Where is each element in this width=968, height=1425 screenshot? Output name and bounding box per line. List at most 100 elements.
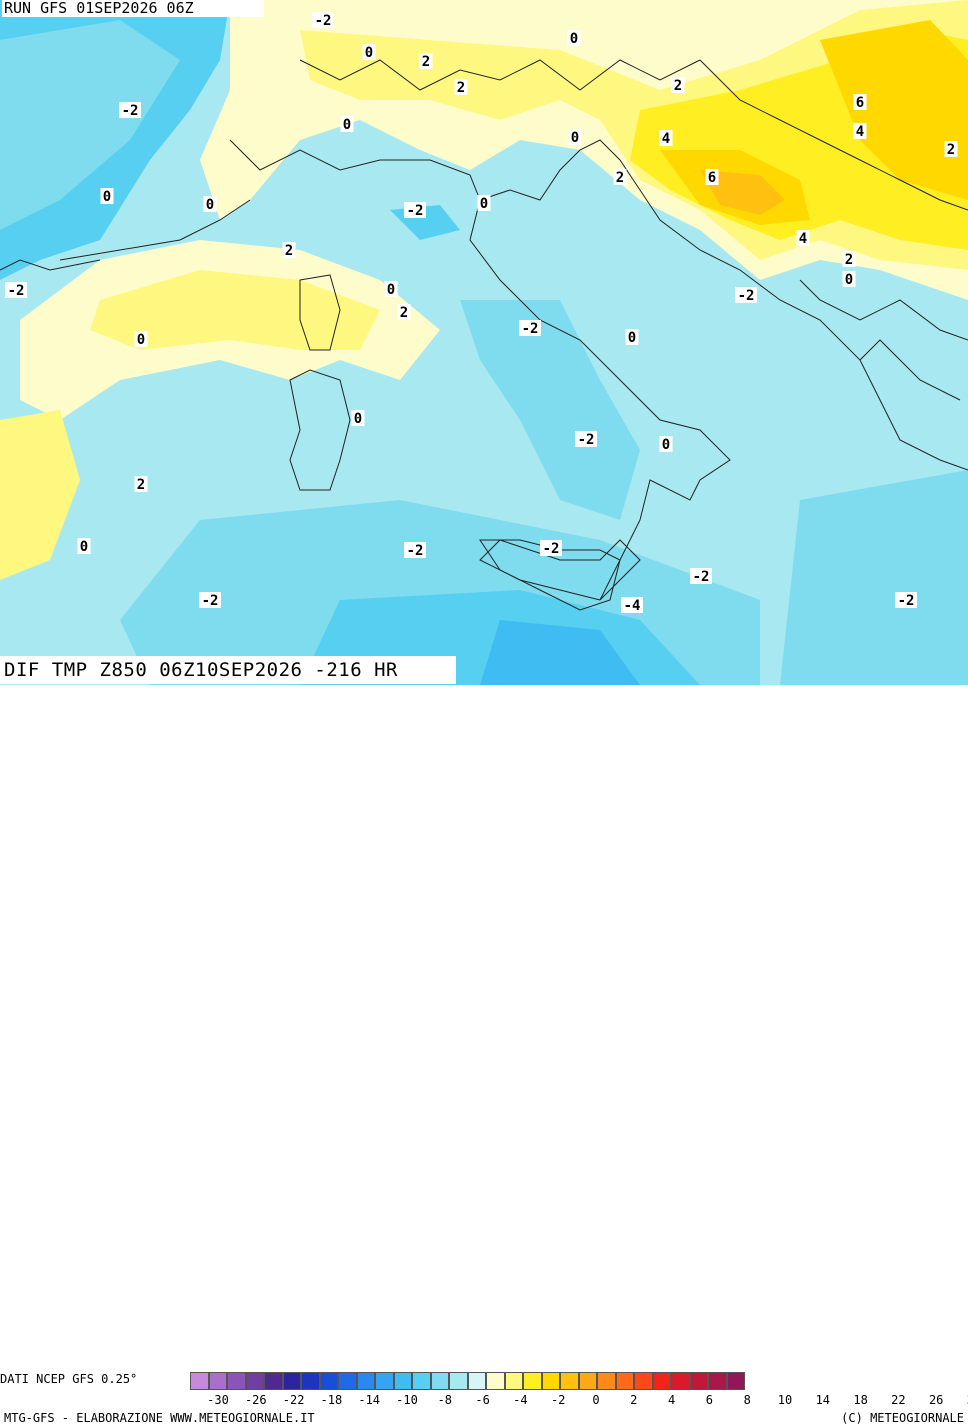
contour-label: 4 [796, 230, 810, 247]
hungary-warm-peak [700, 170, 785, 215]
colorbar-swatch [708, 1372, 727, 1390]
svg-text:0: 0 [103, 189, 111, 205]
colorbar-swatch [560, 1372, 579, 1390]
contour-label: 0 [351, 410, 365, 427]
contour-label: 0 [362, 44, 376, 61]
colorbar-swatch [486, 1372, 505, 1390]
contour-label: 0 [134, 331, 148, 348]
data-source-label: DATI NCEP GFS 0.25° [0, 1372, 138, 1386]
svg-text:-2: -2 [693, 569, 710, 585]
contour-label: -2 [690, 568, 712, 585]
colorbar-swatch [301, 1372, 320, 1390]
svg-text:2: 2 [422, 54, 430, 70]
colorbar-swatch [726, 1372, 745, 1390]
colorbar-swatch [615, 1372, 634, 1390]
colorbar-tick-label: -4 [513, 1393, 528, 1407]
svg-text:0: 0 [628, 330, 636, 346]
contour-label: -2 [519, 320, 541, 337]
svg-text:4: 4 [799, 231, 807, 247]
contour-label: 0 [659, 436, 673, 453]
contour-label: 0 [203, 196, 217, 213]
svg-text:6: 6 [856, 95, 864, 111]
svg-text:0: 0 [387, 282, 395, 298]
svg-text:0: 0 [137, 332, 145, 348]
svg-text:0: 0 [571, 130, 579, 146]
colorbar-swatch [689, 1372, 708, 1390]
contour-label: 4 [659, 130, 673, 147]
svg-text:6: 6 [708, 170, 716, 186]
northeast-warm-core [820, 20, 968, 200]
colorbar-tick-label: -14 [358, 1393, 381, 1407]
colorbar-tick-label: 22 [891, 1393, 906, 1407]
colorbar-tick-label: -18 [320, 1393, 343, 1407]
svg-text:-2: -2 [543, 541, 560, 557]
south-cool-peak [480, 620, 640, 685]
svg-text:-2: -2 [522, 321, 539, 337]
contour-label: 2 [944, 141, 958, 158]
colorbar-swatch [671, 1372, 690, 1390]
colorbar-tick-label: 0 [592, 1393, 600, 1407]
contour-label: -2 [199, 592, 221, 609]
colorbar-tick-label: -6 [475, 1393, 490, 1407]
colorbar-swatch [282, 1372, 301, 1390]
contour-label: -2 [575, 431, 597, 448]
svg-text:0: 0 [662, 437, 670, 453]
contour-label: -2 [404, 542, 426, 559]
legend-area: DATI NCEP GFS 0.25° -30 -26 -22 -18 -14 -10 -8… [0, 685, 968, 1425]
contour-label: 0 [477, 195, 491, 212]
contour-label: 0 [568, 129, 582, 146]
contour-label: -2 [895, 592, 917, 609]
svg-text:0: 0 [570, 31, 578, 47]
contour-label: 6 [705, 169, 719, 186]
contour-label: 2 [454, 79, 468, 96]
colorbar-swatch [208, 1372, 227, 1390]
colorbar-swatch [375, 1372, 394, 1390]
contour-label: -2 [5, 282, 27, 299]
colorbar-swatch [356, 1372, 375, 1390]
colorbar-swatch [319, 1372, 338, 1390]
svg-text:-2: -2 [898, 593, 915, 609]
colorbar-tick-label: -2 [550, 1393, 566, 1407]
contour-label: 4 [853, 123, 867, 140]
svg-text:0: 0 [354, 411, 362, 427]
contour-label: 2 [842, 251, 856, 268]
contour-label: 2 [282, 242, 296, 259]
colorbar-tick-label: 10 [777, 1393, 793, 1407]
contour-label: -2 [404, 202, 426, 219]
contour-label: 2 [671, 77, 685, 94]
footer-credit: MTG-GFS - ELABORAZIONE WWW.METEOGIORNALE… [4, 1411, 315, 1425]
colorbar-tick-label: 18 [853, 1393, 868, 1407]
contour-label: 6 [853, 94, 867, 111]
contour-label: 2 [134, 476, 148, 493]
svg-text:-2: -2 [315, 13, 332, 29]
svg-text:2: 2 [400, 305, 408, 321]
colorbar-swatch [467, 1372, 486, 1390]
colorbar-tick-label: -10 [396, 1393, 418, 1407]
colorbar-swatch [541, 1372, 560, 1390]
colorbar-swatch [245, 1372, 264, 1390]
footer-copyright: (C) METEOGIORNALE [841, 1411, 964, 1425]
contour-label: -2 [735, 287, 757, 304]
colorbar-tick-label: 4 [667, 1393, 676, 1407]
svg-text:-2: -2 [578, 432, 595, 448]
svg-text:0: 0 [845, 272, 853, 288]
colorbar-tick-label: 14 [815, 1393, 831, 1407]
tyrrhenian-warm-core [90, 270, 380, 350]
svg-text:4: 4 [856, 124, 864, 140]
svg-text:0: 0 [480, 196, 488, 212]
contour-label: 0 [625, 329, 639, 346]
colorbar-swatch [652, 1372, 671, 1390]
field-title: DIF TMP Z850 06Z10SEP2026 -216 HR [0, 656, 456, 684]
svg-text:2: 2 [947, 142, 955, 158]
svg-text:-2: -2 [122, 103, 139, 119]
contour-label: -2 [312, 12, 334, 29]
contour-label: 0 [384, 281, 398, 298]
south-italy-cool-area [460, 300, 640, 520]
colorbar-swatch [338, 1372, 357, 1390]
svg-text:2: 2 [137, 477, 145, 493]
colorbar-tick-label: 6 [705, 1393, 714, 1407]
contour-label: 2 [613, 169, 627, 186]
colorbar-tick-label: 2 [630, 1393, 638, 1407]
contour-label: -2 [540, 540, 562, 557]
